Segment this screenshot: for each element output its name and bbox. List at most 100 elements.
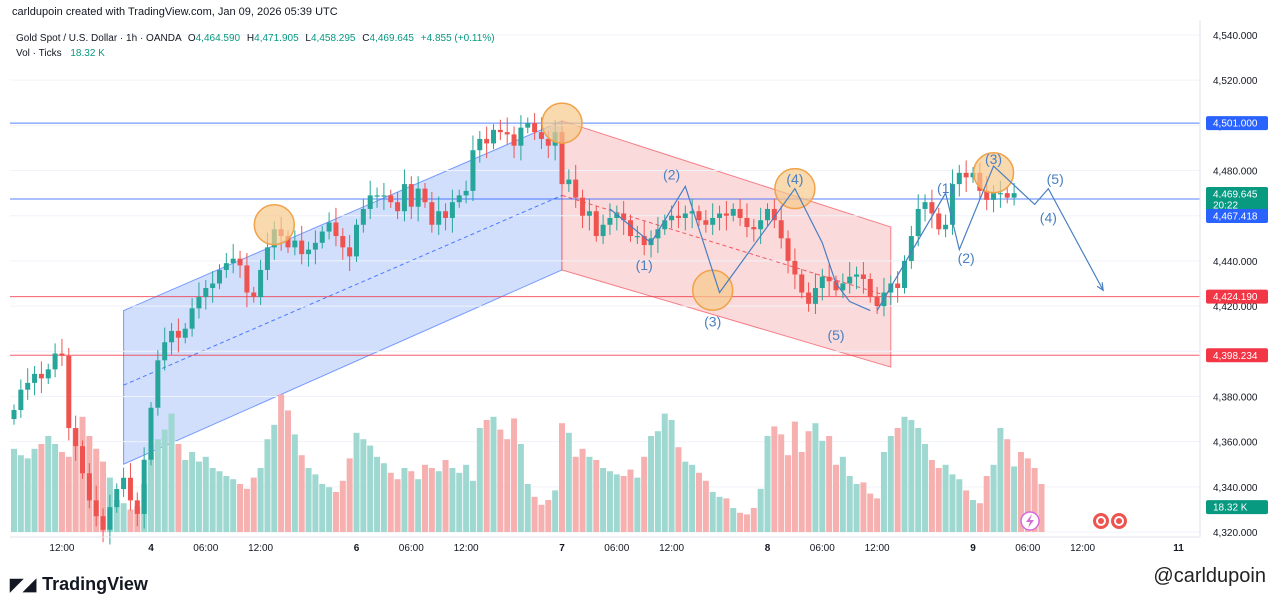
legend-symbol: Gold Spot / U.S. Dollar · 1h · OANDA — [16, 33, 182, 44]
volume-bar — [230, 479, 237, 532]
volume-bar — [593, 460, 600, 532]
candle-body — [765, 208, 770, 221]
volume-bar — [771, 426, 778, 532]
volume-bar — [805, 431, 812, 532]
candle-body — [18, 389, 24, 411]
volume-bar — [374, 456, 381, 532]
volume-bar — [45, 436, 52, 532]
volume-bar — [476, 428, 483, 532]
volume-bar — [449, 468, 456, 532]
candle-body — [326, 222, 332, 232]
volume-bar — [764, 436, 771, 532]
flash-icon[interactable] — [1020, 511, 1040, 531]
annotation-circle — [972, 152, 1015, 194]
candle-body — [470, 150, 476, 191]
volume-bar — [346, 458, 353, 532]
candle-body — [182, 328, 188, 338]
volume-bar — [442, 460, 449, 532]
candle-body — [1011, 193, 1017, 198]
candle-body — [949, 184, 955, 225]
wave-path — [876, 164, 1104, 311]
circles-layer — [253, 102, 1015, 312]
candle-body — [141, 459, 147, 514]
candle-body — [422, 188, 428, 203]
tradingview-logo[interactable]: ◤◢ TradingView — [10, 574, 148, 595]
candle-body — [778, 220, 784, 239]
legend-l-label: L — [305, 33, 311, 44]
candle-body — [217, 269, 222, 284]
candle-body — [11, 410, 17, 420]
volume-bar — [367, 445, 374, 532]
candle-body — [525, 123, 531, 128]
candle-body — [491, 129, 496, 144]
candle-body — [984, 190, 990, 200]
candle-body — [80, 446, 85, 474]
candle-body — [408, 184, 414, 207]
volume-bar — [552, 490, 559, 532]
wave-label: (3) — [704, 313, 721, 329]
volume-bar — [559, 423, 565, 532]
channel-midline — [123, 194, 563, 386]
volume-bar — [689, 464, 696, 532]
candle-body — [860, 274, 866, 279]
candle-body — [634, 236, 640, 238]
candle-body — [717, 213, 723, 218]
price-tag-label: 4,467.418 — [1213, 212, 1258, 223]
price-tag-label: 4,424.190 — [1213, 292, 1258, 303]
price-tag — [1206, 198, 1268, 213]
tradingview-mark-icon: ◤◢ — [10, 575, 37, 594]
candle-body — [744, 217, 750, 228]
volume-bar — [970, 500, 976, 532]
candle-body — [559, 132, 565, 185]
price-tag-label: 4,469.645 — [1213, 190, 1258, 201]
volume-bar — [894, 428, 901, 532]
volume-bar — [867, 493, 874, 532]
candle-body — [806, 292, 812, 304]
wave-path — [609, 184, 871, 312]
volume-bar — [189, 452, 196, 532]
volume-bar — [52, 444, 59, 532]
time-tick-label: 06:00 — [193, 543, 218, 554]
volume-bar — [565, 432, 572, 532]
candle-body — [682, 213, 688, 218]
channels-layer — [123, 120, 892, 465]
us-flag-icon-2[interactable] — [1111, 513, 1127, 529]
price-tag — [1206, 187, 1268, 202]
us-flag-icon[interactable] — [1093, 513, 1109, 529]
volume-bar — [915, 428, 922, 532]
candle-body — [812, 288, 818, 304]
volume-bar — [360, 439, 367, 532]
candle-body — [456, 195, 462, 203]
wave-label: (4) — [786, 171, 803, 187]
candle-body — [210, 283, 216, 289]
volume-bar — [353, 432, 360, 532]
candle-body — [484, 138, 490, 144]
volume-legend: Vol · Ticks 18.32 K — [16, 48, 105, 59]
price-tick-label: 4,480.000 — [1213, 167, 1258, 178]
volume-bar — [901, 416, 908, 532]
time-tick-label: 06:00 — [1015, 543, 1040, 554]
volume-bar — [195, 461, 202, 532]
volume-bar — [524, 484, 531, 532]
volume-bar — [757, 488, 764, 532]
price-tick-label: 4,540.000 — [1213, 31, 1258, 42]
candle-body — [66, 355, 72, 429]
candle-body — [312, 242, 318, 250]
price-tag — [1206, 209, 1268, 224]
volume-bar — [113, 500, 120, 532]
time-tick-label: 7 — [559, 543, 565, 554]
candle-body — [381, 195, 387, 197]
time-tick-label: 4 — [148, 543, 154, 554]
time-tick-label: 12:00 — [1070, 543, 1095, 554]
volume-bar — [497, 429, 504, 532]
candle-body — [38, 373, 44, 379]
volume-bar — [942, 464, 949, 532]
candle-body — [943, 224, 949, 230]
price-tag-label: 20:22 — [1213, 201, 1238, 212]
volume-bar — [278, 394, 285, 532]
candle-body — [148, 407, 154, 460]
price-tick-label: 4,360.000 — [1213, 438, 1258, 449]
volume-bar — [154, 439, 161, 532]
